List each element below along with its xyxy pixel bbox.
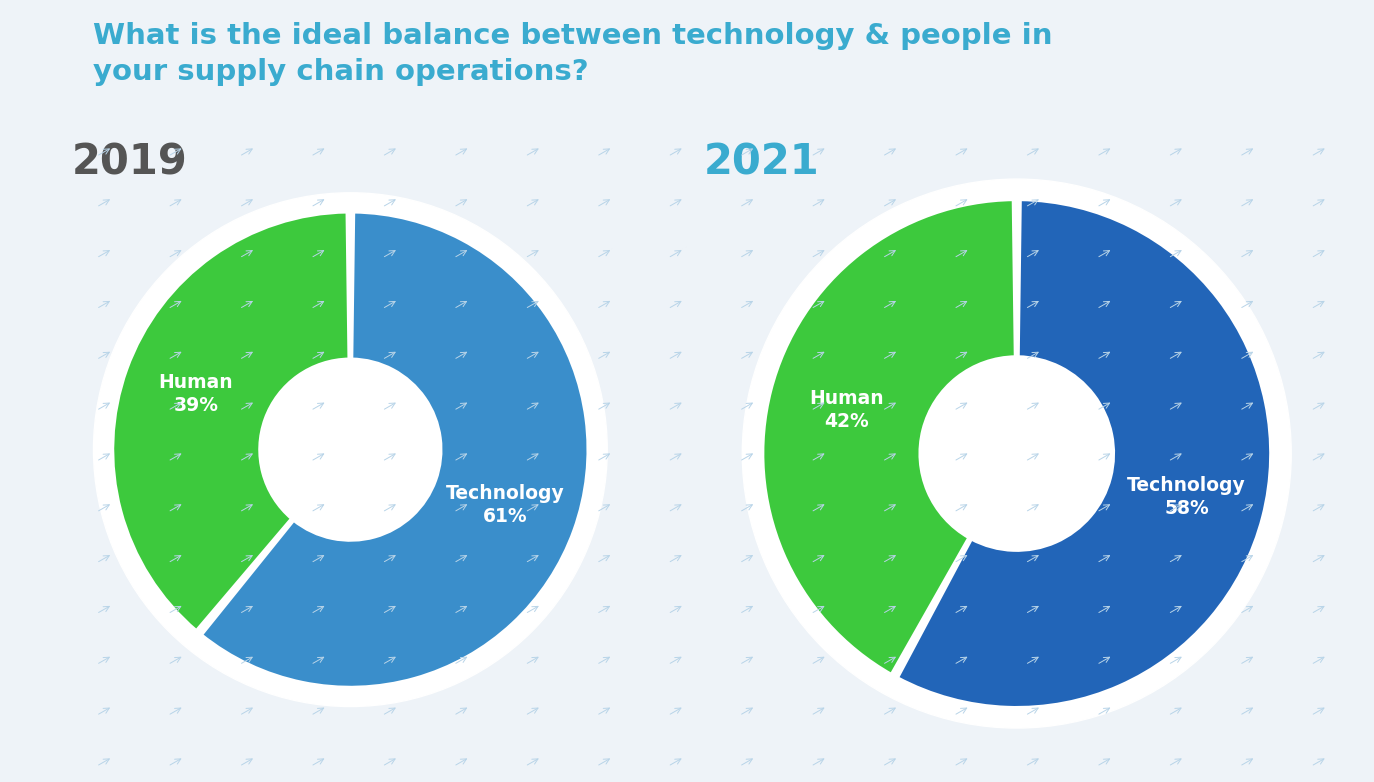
Text: Technology
58%: Technology 58% (1127, 476, 1246, 518)
Text: 2019: 2019 (73, 142, 188, 184)
Circle shape (260, 359, 441, 540)
Text: Human
42%: Human 42% (809, 389, 885, 431)
Wedge shape (201, 212, 588, 687)
Circle shape (742, 179, 1292, 728)
Text: Technology
61%: Technology 61% (445, 484, 565, 526)
Text: 2021: 2021 (703, 142, 820, 184)
Circle shape (93, 192, 607, 707)
Wedge shape (763, 199, 1015, 675)
Wedge shape (113, 212, 349, 631)
Circle shape (921, 357, 1113, 551)
Wedge shape (897, 199, 1271, 708)
Text: What is the ideal balance between technology & people in
your supply chain opera: What is the ideal balance between techno… (93, 22, 1052, 85)
Text: Human
39%: Human 39% (158, 373, 234, 415)
